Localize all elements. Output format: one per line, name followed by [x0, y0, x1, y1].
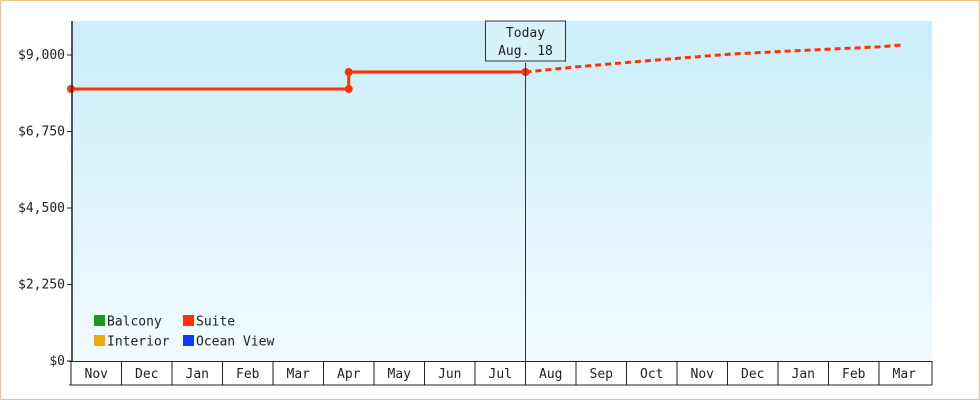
- legend-label: Suite: [196, 315, 235, 330]
- x-tick-label: Oct: [640, 367, 663, 382]
- x-tick-label: Jan: [186, 367, 209, 382]
- legend: Balcony Suite Interior Ocean View: [94, 315, 274, 350]
- legend-swatch: [183, 335, 194, 346]
- x-tick-label: Jan: [792, 367, 815, 382]
- legend-swatch: [94, 335, 105, 346]
- legend-label: Balcony: [107, 315, 162, 330]
- today-date: Aug. 18: [498, 44, 553, 59]
- legend-item: Balcony: [94, 315, 162, 330]
- data-point: [67, 85, 75, 93]
- x-tick-label: Dec: [741, 367, 764, 382]
- y-tick-label: $2,250: [18, 278, 65, 293]
- x-tick-label: May: [388, 367, 412, 382]
- series-layer: [67, 43, 905, 93]
- x-tick-label: Dec: [135, 367, 158, 382]
- today-title: Today: [506, 26, 545, 41]
- series-line-historical: [71, 70, 526, 91]
- legend-item: Suite: [183, 315, 235, 330]
- x-tick-label: Feb: [842, 367, 866, 382]
- y-tick-label: $0: [49, 354, 65, 369]
- legend-swatch: [183, 315, 194, 326]
- x-tick-label: Nov: [85, 367, 109, 382]
- legend-label: Interior: [107, 335, 170, 350]
- x-tick-label: Feb: [236, 367, 260, 382]
- legend-item: Interior: [94, 335, 170, 350]
- x-tick-label: Jun: [438, 367, 461, 382]
- legend-item: Ocean View: [183, 335, 274, 350]
- x-tick-label: Mar: [893, 367, 917, 382]
- y-tick-label: $9,000: [18, 48, 65, 63]
- y-tick-label: $6,750: [18, 125, 65, 140]
- data-point: [344, 68, 353, 76]
- plot-background: [72, 21, 932, 361]
- axes-layer: $0 $2,250 $4,500 $6,750 $9,000 Nov Dec Jan Feb Ma…: [18, 21, 933, 386]
- x-tick-label: Apr: [337, 367, 361, 382]
- today-marker: Today Aug. 18: [485, 20, 566, 361]
- x-tick-label: Mar: [287, 367, 311, 382]
- x-tick-label: Jul: [489, 367, 512, 382]
- legend-swatch: [94, 315, 105, 326]
- x-tick-label: Aug: [539, 367, 562, 382]
- x-tick-label: Nov: [691, 367, 715, 382]
- x-tick-label: Sep: [590, 367, 614, 382]
- legend-label: Ocean View: [196, 335, 274, 350]
- series-line-forecast: [525, 43, 905, 74]
- today-box: [485, 20, 566, 62]
- y-tick-label: $4,500: [18, 201, 65, 216]
- data-point: [344, 85, 353, 93]
